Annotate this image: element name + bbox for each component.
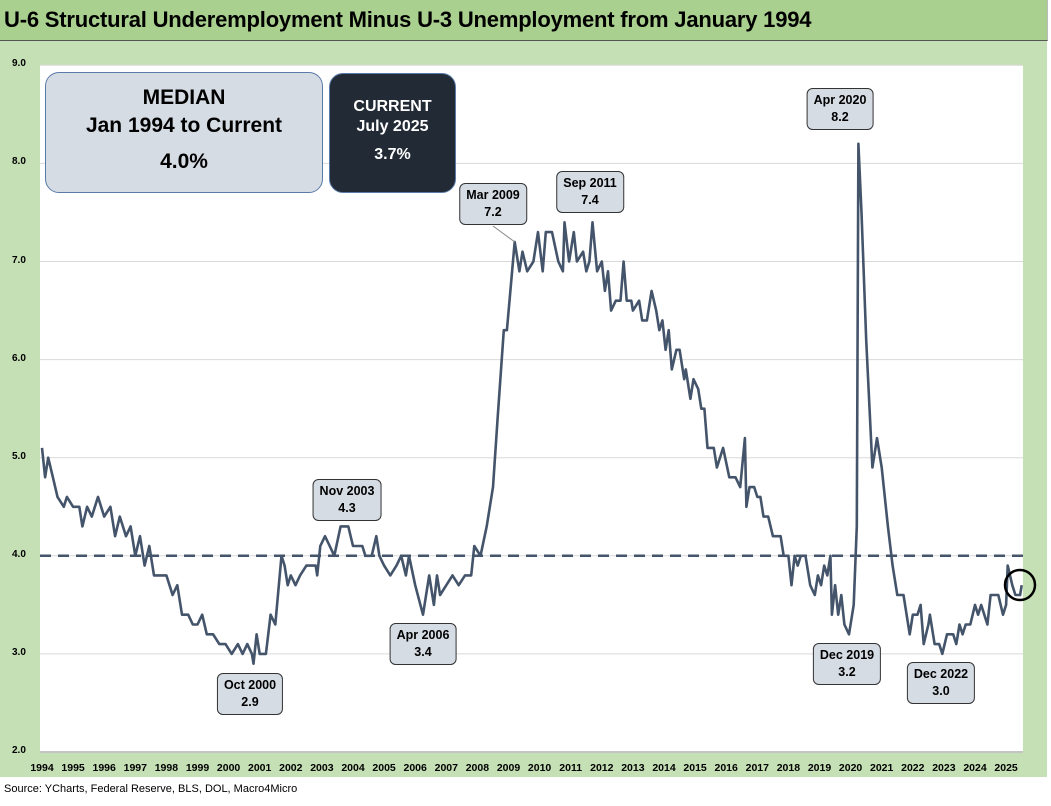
x-tick-label: 2010 xyxy=(527,762,552,774)
x-tick-label: 2003 xyxy=(310,762,334,774)
x-tick-label: 1994 xyxy=(30,762,54,774)
callout-dec-2019: Dec 2019 3.2 xyxy=(812,643,882,685)
x-tick-label: 2001 xyxy=(248,762,272,774)
callout-apr-2006: Apr 2006 3.4 xyxy=(389,623,457,665)
current-value: 3.7% xyxy=(374,146,411,163)
callout-label: Sep 2011 xyxy=(563,176,617,190)
median-title: MEDIAN xyxy=(142,86,226,109)
x-tick-label: 2007 xyxy=(434,762,458,774)
callout-label: Dec 2022 xyxy=(913,667,969,681)
callout-value: 7.2 xyxy=(484,205,502,219)
x-tick-label: 2023 xyxy=(932,762,956,774)
x-tick-label: 2020 xyxy=(838,762,863,774)
y-tick-label: 5.0 xyxy=(12,450,26,462)
callout-apr-2020: Apr 2020 8.2 xyxy=(806,88,874,130)
callout-value: 7.4 xyxy=(581,193,599,207)
callout-dec-2022: Dec 2022 3.0 xyxy=(906,662,976,704)
median-box: MEDIAN Jan 1994 to Current 4.0% xyxy=(45,72,323,193)
x-tick-label: 2025 xyxy=(994,762,1018,774)
y-tick-label: 3.0 xyxy=(12,646,26,658)
x-tick-label: 1997 xyxy=(123,762,147,774)
x-tick-label: 2009 xyxy=(496,762,521,774)
series-line xyxy=(40,142,1023,666)
y-tick-label: 2.0 xyxy=(12,745,26,756)
x-tick-label: 2021 xyxy=(870,762,894,774)
callout-label: Mar 2009 xyxy=(466,188,520,202)
callout-label: Apr 2006 xyxy=(396,628,450,642)
x-tick-label: 1995 xyxy=(61,762,85,774)
x-tick-label: 2005 xyxy=(372,762,396,774)
callout-label: Dec 2019 xyxy=(819,648,875,662)
x-tick-label: 2018 xyxy=(776,762,801,774)
median-period: Jan 1994 to Current xyxy=(85,114,283,137)
current-title: CURRENT xyxy=(353,98,432,115)
x-tick-label: 2013 xyxy=(621,762,645,774)
x-tick-label: 2022 xyxy=(901,762,925,774)
y-tick-label: 4.0 xyxy=(12,548,26,560)
x-tick-label: 2011 xyxy=(559,762,583,774)
callout-value: 8.2 xyxy=(831,110,849,124)
callout-nov-2003: Nov 2003 4.3 xyxy=(312,479,382,521)
x-tick-label: 2006 xyxy=(403,762,427,774)
callout-label: Apr 2020 xyxy=(813,93,867,107)
title-bar: U-6 Structural Underemployment Minus U-3… xyxy=(0,0,1048,41)
x-tick-label: 2019 xyxy=(807,762,832,774)
callout-leader-line xyxy=(492,225,516,243)
y-tick-label: 8.0 xyxy=(12,156,26,168)
x-tick-label: 1998 xyxy=(154,762,179,774)
x-tick-label: 2008 xyxy=(465,762,490,774)
current-period: July 2025 xyxy=(356,118,429,135)
x-tick-label: 2015 xyxy=(683,762,707,774)
x-tick-label: 2014 xyxy=(652,762,676,774)
callout-value: 2.9 xyxy=(241,695,259,709)
y-tick-label: 9.0 xyxy=(12,58,26,70)
y-tick-label: 6.0 xyxy=(12,352,26,364)
x-tick-label: 2004 xyxy=(341,762,365,774)
callout-mar-2009: Mar 2009 7.2 xyxy=(459,183,527,225)
x-tick-label: 2016 xyxy=(714,762,738,774)
source-note: Source: YCharts, Federal Reserve, BLS, D… xyxy=(4,783,298,795)
callout-value: 4.3 xyxy=(338,501,356,515)
x-tick-label: 1996 xyxy=(92,762,116,774)
current-box: CURRENT July 2025 3.7% xyxy=(329,73,456,193)
callout-sep-2011: Sep 2011 7.4 xyxy=(556,171,624,213)
callout-value: 3.4 xyxy=(414,645,432,659)
x-tick-label: 1999 xyxy=(185,762,210,774)
x-tick-label: 2000 xyxy=(216,762,241,774)
chart-title: U-6 Structural Underemployment Minus U-3… xyxy=(4,7,812,32)
median-value: 4.0% xyxy=(160,150,208,173)
callout-oct-2000: Oct 2000 2.9 xyxy=(216,673,284,715)
current-value-circle xyxy=(1003,568,1037,602)
callout-value: 3.2 xyxy=(838,665,856,679)
x-tick-label: 2017 xyxy=(745,762,769,774)
y-tick-label: 7.0 xyxy=(12,254,26,266)
callout-label: Oct 2000 xyxy=(223,678,277,692)
x-tick-label: 2024 xyxy=(963,762,987,774)
x-tick-label: 2002 xyxy=(279,762,303,774)
x-tick-label: 2012 xyxy=(590,762,614,774)
callout-label: Nov 2003 xyxy=(319,484,375,498)
callout-value: 3.0 xyxy=(932,684,950,698)
